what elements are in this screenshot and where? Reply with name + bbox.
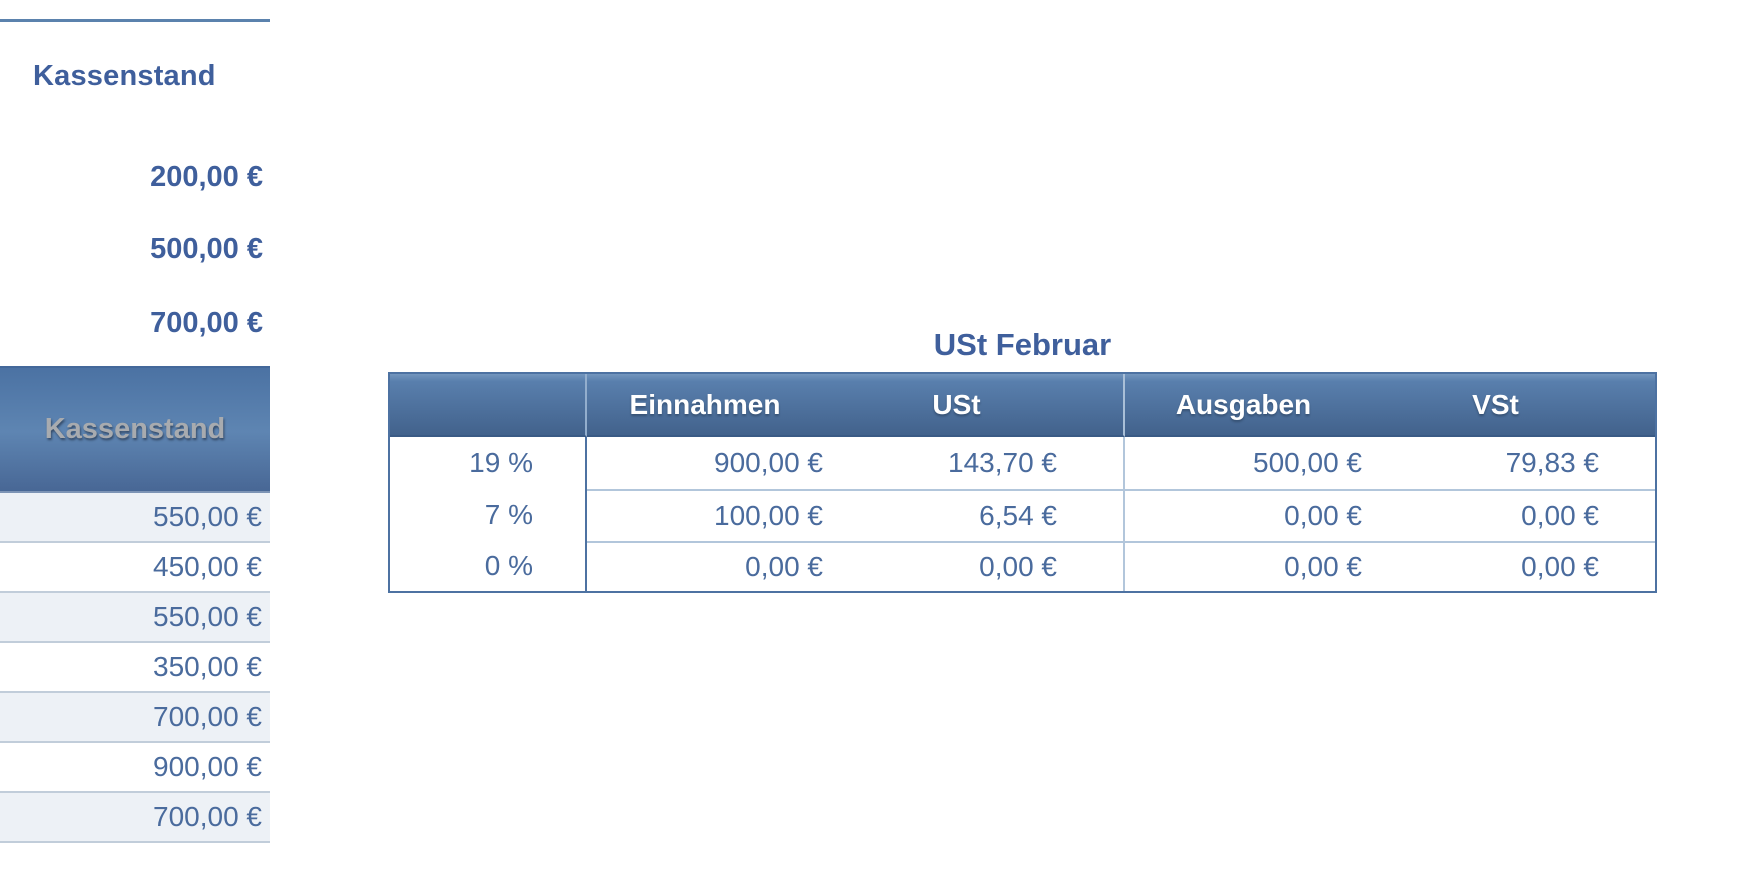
kassenstand-cell[interactable]: 550,00 € — [0, 593, 270, 643]
table-top-border-line — [0, 19, 270, 22]
ust-header-rate[interactable] — [390, 374, 587, 437]
ust-cell-rate[interactable]: 0 % — [390, 541, 587, 591]
ust-cell-einnahmen[interactable]: 0,00 € — [587, 541, 856, 591]
ust-cell-ausgaben[interactable]: 0,00 € — [1125, 541, 1392, 591]
kassenstand-cell[interactable]: 700,00 € — [0, 693, 270, 743]
cash-summary-value[interactable]: 500,00 € — [150, 233, 263, 265]
kassenstand-column-header[interactable]: Kassenstand — [0, 366, 270, 493]
cash-summary-value[interactable]: 700,00 € — [150, 307, 263, 339]
kassenstand-table: Kassenstand 550,00 € 450,00 € 550,00 € 3… — [0, 366, 270, 890]
ust-cell-ausgaben[interactable]: 0,00 € — [1125, 489, 1392, 541]
kassenstand-cell[interactable]: 700,00 € — [0, 793, 270, 843]
kassenstand-cell[interactable]: 350,00 € — [0, 643, 270, 693]
ust-header-einnahmen[interactable]: Einnahmen — [587, 374, 856, 437]
ust-table-title: USt Februar — [933, 327, 1112, 362]
ust-cell-vst[interactable]: 0,00 € — [1392, 541, 1655, 591]
ust-header-ust[interactable]: USt — [856, 374, 1125, 437]
ust-cell-ust[interactable]: 6,54 € — [856, 489, 1125, 541]
ust-cell-vst[interactable]: 0,00 € — [1392, 489, 1655, 541]
ust-cell-ust[interactable]: 0,00 € — [856, 541, 1125, 591]
kassenstand-cell[interactable]: 450,00 € — [0, 543, 270, 593]
ust-cell-ust[interactable]: 143,70 € — [856, 437, 1125, 489]
ust-header-ausgaben[interactable]: Ausgaben — [1125, 374, 1392, 437]
kassenstand-cell[interactable]: 550,00 € — [0, 493, 270, 543]
ust-header-vst[interactable]: VSt — [1392, 374, 1655, 437]
kassenstand-cell[interactable]: 900,00 € — [0, 743, 270, 793]
ust-cell-ausgaben[interactable]: 500,00 € — [1125, 437, 1392, 489]
cash-summary-value[interactable]: 200,00 € — [150, 161, 263, 193]
ust-cell-rate[interactable]: 7 % — [390, 489, 587, 541]
cash-summary-title: Kassenstand — [33, 60, 216, 92]
ust-cell-einnahmen[interactable]: 900,00 € — [587, 437, 856, 489]
ust-cell-einnahmen[interactable]: 100,00 € — [587, 489, 856, 541]
ust-cell-rate[interactable]: 19 % — [390, 437, 587, 489]
ust-table: Einnahmen USt Ausgaben VSt 19 % 900,00 €… — [388, 372, 1657, 593]
kassenstand-cell-empty[interactable] — [0, 843, 270, 890]
ust-cell-vst[interactable]: 79,83 € — [1392, 437, 1655, 489]
